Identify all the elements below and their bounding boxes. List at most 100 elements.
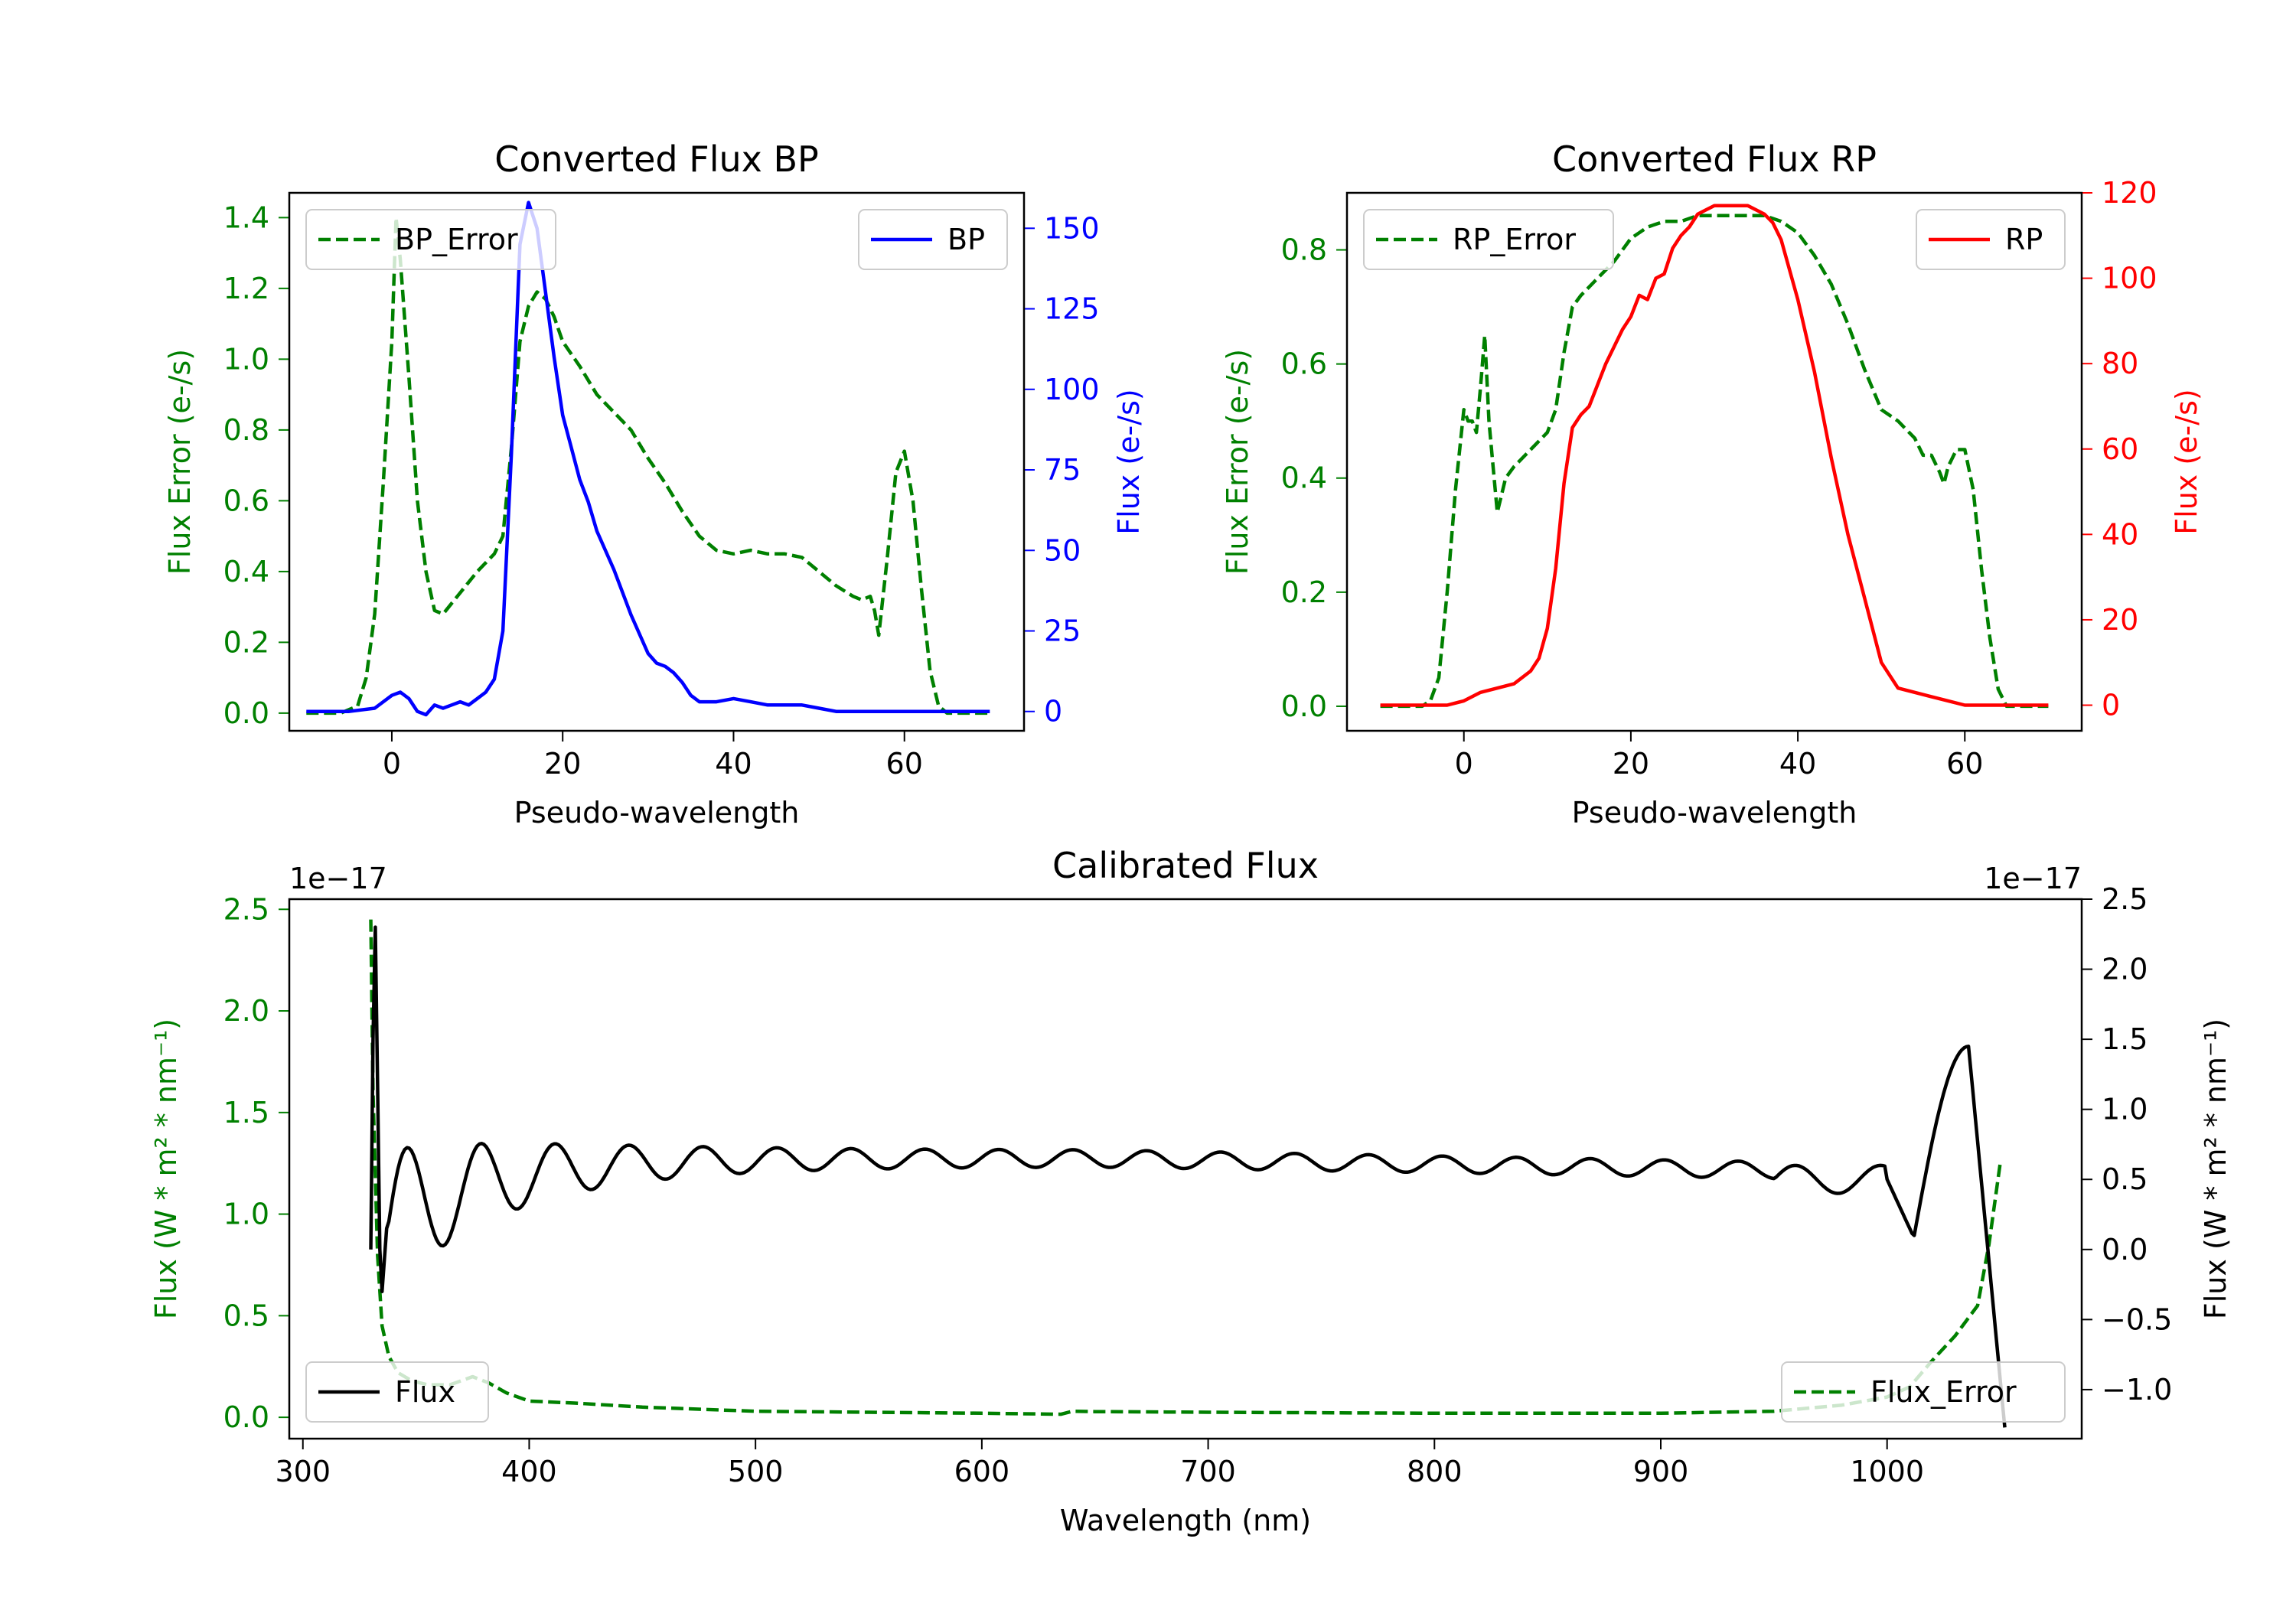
x-tick-label: 500 bbox=[728, 1455, 784, 1488]
y-left-tick-label: 1.2 bbox=[223, 272, 269, 305]
x-tick-label: 600 bbox=[954, 1455, 1010, 1488]
y-right-tick-label: 100 bbox=[1044, 373, 1100, 406]
x-tick-label: 20 bbox=[544, 747, 581, 781]
legend-box bbox=[1363, 209, 1614, 270]
y-left-axis-label: Flux Error (e-/s) bbox=[163, 349, 197, 575]
legend: Flux_Error bbox=[1781, 1361, 2066, 1423]
y-left-tick-label: 0.4 bbox=[223, 555, 269, 588]
y-left-tick-label: 0.2 bbox=[223, 625, 269, 659]
legend-box bbox=[1916, 209, 2066, 270]
chart-title: Calibrated Flux bbox=[1052, 845, 1319, 886]
y-left-tick-label: 1.0 bbox=[223, 342, 269, 376]
y-right-axis-label: Flux (e-/s) bbox=[2170, 389, 2203, 534]
y-right-tick-label: 0 bbox=[2102, 689, 2120, 722]
x-tick-label: 40 bbox=[715, 747, 752, 781]
x-tick-label: 700 bbox=[1180, 1455, 1236, 1488]
legend-box bbox=[858, 209, 1008, 270]
y-right-axis-label: Flux (e-/s) bbox=[1112, 389, 1146, 534]
y-right-tick-label: 120 bbox=[2102, 176, 2157, 210]
chart-converted-flux-bp: Converted Flux BP 0 20 40 60 Pseudo-wavelengt… bbox=[163, 139, 1146, 830]
y-right-tick-label: 60 bbox=[2102, 432, 2138, 466]
legend-label: RP bbox=[2005, 223, 2043, 256]
legend-box bbox=[305, 1361, 489, 1423]
legend-label: Flux bbox=[395, 1375, 455, 1409]
y-right-tick-label: 75 bbox=[1044, 453, 1081, 487]
legend: RP_Error bbox=[1363, 209, 1614, 270]
series-line-bp bbox=[306, 200, 990, 717]
y-right-tick-label: 150 bbox=[1044, 211, 1100, 245]
y-right-tick-label: 40 bbox=[2102, 517, 2138, 551]
x-tick-label: 40 bbox=[1779, 747, 1816, 781]
y-left-tick-label: 0.8 bbox=[223, 413, 269, 447]
x-tick-label: 20 bbox=[1613, 747, 1649, 781]
chart-converted-flux-rp: Converted Flux RP 0 20 40 60 Pseudo-wavelengt… bbox=[1221, 139, 2203, 830]
y-left-axis-label: Flux (W * m² * nm⁻¹) bbox=[149, 1019, 183, 1319]
legend: RP bbox=[1916, 209, 2066, 270]
y-left-tick-label: 0.8 bbox=[1281, 233, 1327, 267]
series-group bbox=[306, 200, 990, 717]
y-left-tick-label: 0.0 bbox=[1281, 689, 1327, 723]
y-right-tick-label: 125 bbox=[1044, 292, 1100, 326]
y-right-tick-label: 1.0 bbox=[2102, 1093, 2148, 1126]
y-left-axis-label: Flux Error (e-/s) bbox=[1221, 349, 1254, 575]
y-left-tick-label: 0.6 bbox=[1281, 347, 1327, 381]
x-axis-label: Pseudo-wavelength bbox=[514, 796, 800, 830]
y-right-axis-label: Flux (W * m² * nm⁻¹) bbox=[2199, 1019, 2232, 1319]
y-right-tick-label: 0.0 bbox=[2102, 1233, 2148, 1266]
y-right-tick-label: 25 bbox=[1044, 614, 1081, 648]
y-left-tick-label: 2.5 bbox=[223, 892, 269, 926]
legend-label: BP bbox=[947, 223, 985, 256]
x-tick-label: 900 bbox=[1633, 1455, 1689, 1488]
x-tick-label: 60 bbox=[1946, 747, 1983, 781]
y-right-tick-label: 2.0 bbox=[2102, 953, 2148, 986]
y-left-tick-label: 0.6 bbox=[223, 484, 269, 517]
series-group bbox=[1380, 204, 2049, 709]
y-right-tick-label: 100 bbox=[2102, 262, 2157, 295]
axes-frame bbox=[288, 898, 2083, 1440]
y-right-tick-label: 80 bbox=[2102, 347, 2138, 380]
legend: BP_Error bbox=[305, 209, 556, 270]
axes-frame bbox=[288, 191, 1026, 732]
x-tick-label: 0 bbox=[1455, 747, 1473, 781]
y-right-tick-label: 20 bbox=[2102, 603, 2138, 637]
legend-label: RP_Error bbox=[1453, 223, 1576, 256]
y-left-tick-label: 0.2 bbox=[1281, 575, 1327, 609]
y-left-tick-label: 1.4 bbox=[223, 200, 269, 234]
series-line-rp-error bbox=[1380, 214, 2049, 709]
y-left-tick-label: 2.0 bbox=[223, 994, 269, 1028]
y-right-tick-label: −0.5 bbox=[2102, 1302, 2172, 1336]
y-left-offset-label: 1e−17 bbox=[289, 862, 387, 895]
series-line-flux bbox=[369, 925, 2007, 1428]
y-left-tick-label: 0.0 bbox=[223, 696, 269, 730]
y-left-tick-label: 0.5 bbox=[223, 1299, 269, 1332]
chart-title: Converted Flux RP bbox=[1552, 139, 1877, 180]
series-line-bp-error bbox=[306, 216, 990, 715]
legend: BP bbox=[858, 209, 1008, 270]
x-axis-label: Pseudo-wavelength bbox=[1572, 796, 1857, 830]
y-left-tick-label: 1.5 bbox=[223, 1096, 269, 1129]
y-right-tick-label: 2.5 bbox=[2102, 882, 2148, 916]
legend-label: Flux_Error bbox=[1870, 1375, 2017, 1409]
y-left-tick-label: 0.0 bbox=[223, 1400, 269, 1434]
legend-box bbox=[1781, 1361, 2066, 1423]
y-right-tick-label: 50 bbox=[1044, 533, 1081, 567]
x-axis-label: Wavelength (nm) bbox=[1060, 1504, 1311, 1537]
legend: Flux bbox=[305, 1361, 489, 1423]
x-tick-label: 400 bbox=[501, 1455, 557, 1488]
y-right-offset-label: 1e−17 bbox=[1984, 862, 2082, 895]
legend-box bbox=[305, 209, 556, 270]
chart-calibrated-flux: Calibrated Flux 300 400 500 600 700 800 900 1000… bbox=[149, 845, 2232, 1537]
x-tick-label: 0 bbox=[383, 747, 401, 781]
y-left-tick-label: 1.0 bbox=[223, 1198, 269, 1231]
y-right-tick-label: 1.5 bbox=[2102, 1022, 2148, 1056]
x-tick-label: 60 bbox=[886, 747, 923, 781]
series-line-rp bbox=[1380, 204, 2049, 707]
y-left-tick-label: 0.4 bbox=[1281, 461, 1327, 495]
x-tick-label: 300 bbox=[275, 1455, 331, 1488]
y-right-tick-label: 0 bbox=[1044, 695, 1062, 729]
y-right-tick-label: −1.0 bbox=[2102, 1373, 2172, 1407]
legend-label: BP_Error bbox=[395, 223, 518, 256]
x-tick-label: 1000 bbox=[1850, 1455, 1924, 1488]
y-right-tick-label: 0.5 bbox=[2102, 1162, 2148, 1196]
